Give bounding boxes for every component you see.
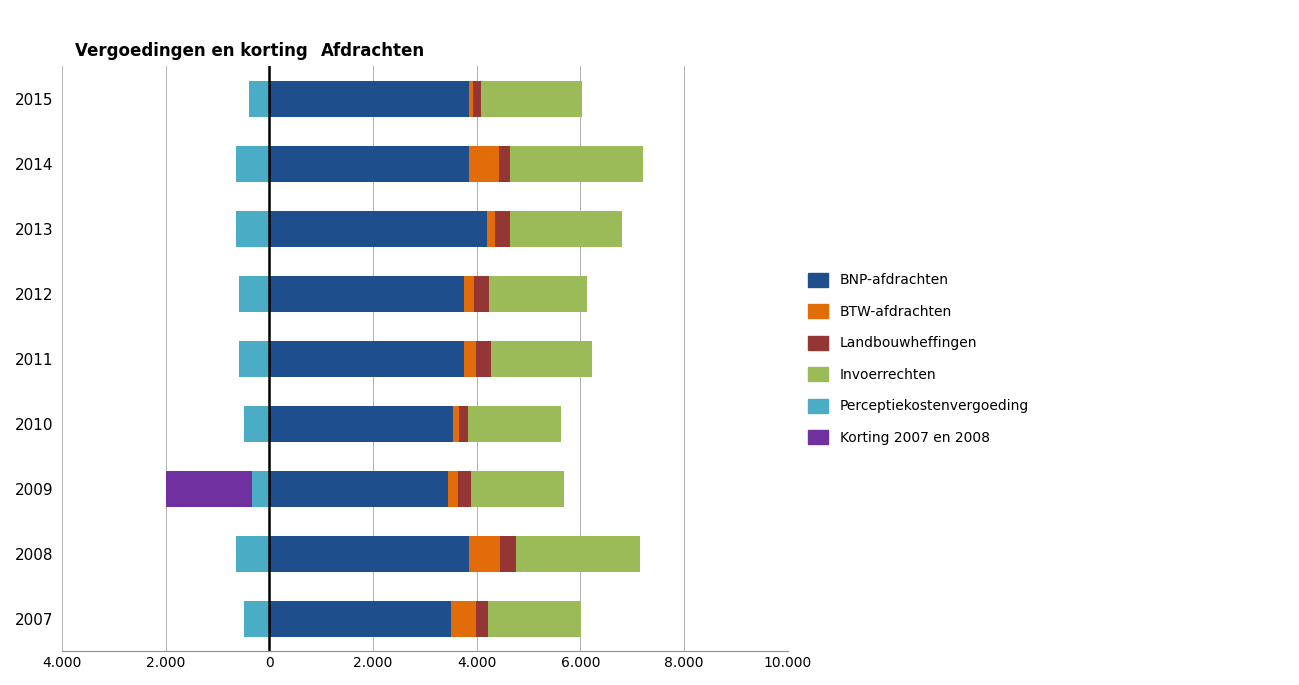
Legend: BNP-afdrachten, BTW-afdrachten, Landbouwheffingen, Invoerrechten, Perceptiekoste: BNP-afdrachten, BTW-afdrachten, Landbouw… [801,267,1034,450]
Bar [469,81,473,116]
Bar [477,601,487,636]
Bar [269,601,451,636]
Text: Afdrachten: Afdrachten [321,42,425,60]
Bar [491,341,592,377]
Bar [269,211,487,247]
Bar [236,146,269,182]
Bar [474,276,488,312]
Bar [511,211,622,247]
Bar [166,471,252,506]
Bar [459,406,468,442]
Bar [236,211,269,247]
Bar [249,81,269,116]
Text: Vergoedingen en korting: Vergoedingen en korting [75,42,308,60]
Bar [239,341,269,377]
Bar [516,536,640,571]
Bar [269,471,448,506]
Bar [469,536,500,571]
Bar [252,471,269,506]
Bar [487,601,581,636]
Bar [487,211,495,247]
Bar [239,276,269,312]
Bar [464,341,477,377]
Bar [269,341,464,377]
Bar [464,276,474,312]
Bar [448,471,459,506]
Bar [269,146,469,182]
Bar [469,146,499,182]
Bar [244,406,269,442]
Bar [500,536,516,571]
Bar [495,211,511,247]
Bar [511,146,643,182]
Bar [473,81,481,116]
Bar [269,276,464,312]
Bar [269,406,453,442]
Bar [459,471,472,506]
Bar [499,146,511,182]
Bar [269,536,469,571]
Bar [451,601,477,636]
Bar [244,601,269,636]
Bar [236,536,269,571]
Bar [472,471,564,506]
Bar [269,81,469,116]
Bar [477,341,491,377]
Bar [488,276,587,312]
Bar [481,81,582,116]
Bar [453,406,459,442]
Bar [468,406,561,442]
